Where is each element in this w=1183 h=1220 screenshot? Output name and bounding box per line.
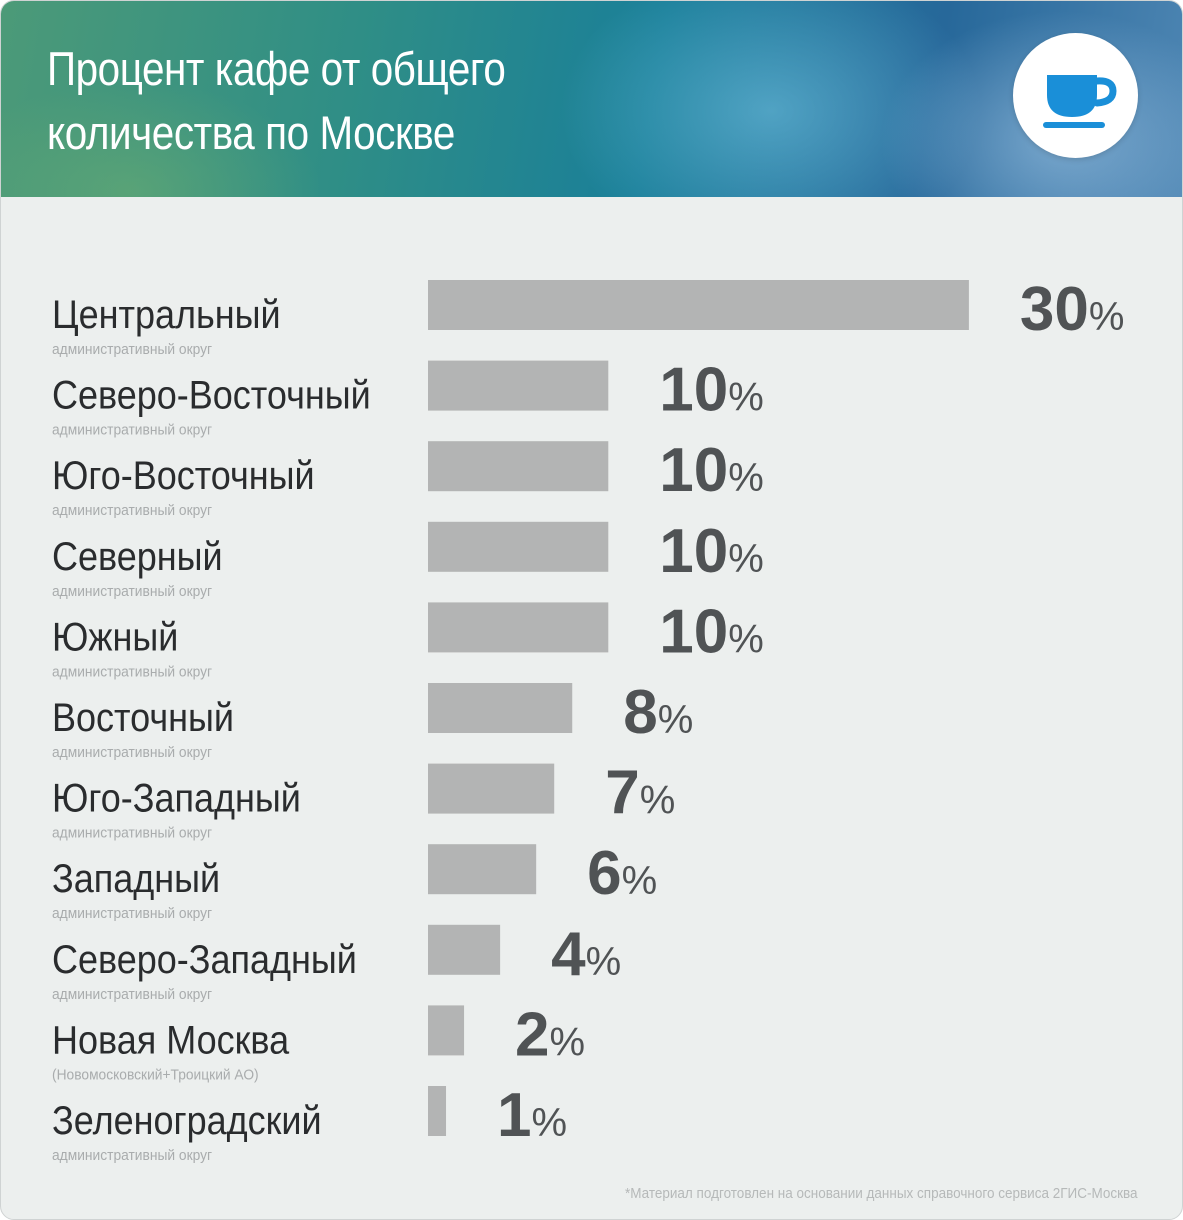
category-label: Восточный (52, 696, 234, 740)
value-label: 10% (659, 356, 764, 425)
category-sublabel: административный округ (52, 1148, 212, 1165)
value-label: 10% (659, 597, 764, 666)
coffee-cup-icon (1043, 75, 1117, 128)
category-label: Северный (52, 535, 223, 579)
category-sublabel: административный округ (52, 825, 212, 842)
category-sublabel: административный округ (52, 342, 212, 359)
category-sublabel: административный округ (52, 422, 212, 439)
bar (428, 844, 537, 895)
coffee-badge (1013, 33, 1138, 158)
value-label: 30% (1020, 275, 1125, 344)
category-label: Западный (52, 858, 220, 902)
category-label: Южный (52, 616, 178, 660)
category-label: Юго-Западный (52, 777, 301, 821)
bar (428, 924, 501, 975)
bar-chart: Центральный административный округ 30% Севе… (52, 275, 1125, 1165)
category-sublabel: административный округ (52, 583, 212, 600)
header-banner: Процент кафе от общего количества по Мос… (1, 1, 1182, 197)
chart-title-line-1: Процент кафе от общего (47, 42, 506, 95)
category-label: Северо-Западный (52, 938, 357, 982)
category-label: Северо-Восточный (52, 374, 371, 418)
value-label: 2% (515, 1000, 585, 1069)
bar (428, 683, 573, 733)
category-label: Центральный (52, 293, 281, 337)
category-sublabel: административный округ (52, 664, 212, 681)
footnote: *Материал подготовлен на основании данны… (625, 1185, 1138, 1202)
category-label: Новая Москва (52, 1019, 290, 1063)
category-sublabel: административный округ (52, 906, 212, 923)
value-label: 4% (551, 920, 621, 989)
bar (428, 602, 609, 653)
chart-title: Процент кафе от общего количества по Мос… (47, 37, 506, 165)
category-sublabel: (Новомосковский+Троицкий АО) (52, 1067, 259, 1084)
bar (428, 1005, 465, 1056)
category-sublabel: административный округ (52, 503, 212, 520)
bar (428, 521, 609, 572)
category-sublabel: административный округ (52, 745, 212, 762)
value-label: 10% (659, 436, 764, 505)
category-sublabel: административный округ (52, 986, 212, 1003)
bar (428, 763, 555, 814)
chart-title-line-2: количества по Москве (47, 106, 455, 159)
bar (428, 441, 609, 492)
bar (428, 280, 969, 330)
value-label: 8% (623, 678, 693, 747)
bar (428, 1086, 447, 1136)
value-label: 10% (659, 517, 764, 586)
bar (428, 360, 609, 411)
value-label: 6% (587, 839, 657, 908)
category-label: Юго-Восточный (52, 455, 315, 499)
value-label: 7% (605, 759, 675, 828)
value-label: 1% (497, 1081, 567, 1150)
category-label: Зеленоградский (52, 1099, 322, 1143)
